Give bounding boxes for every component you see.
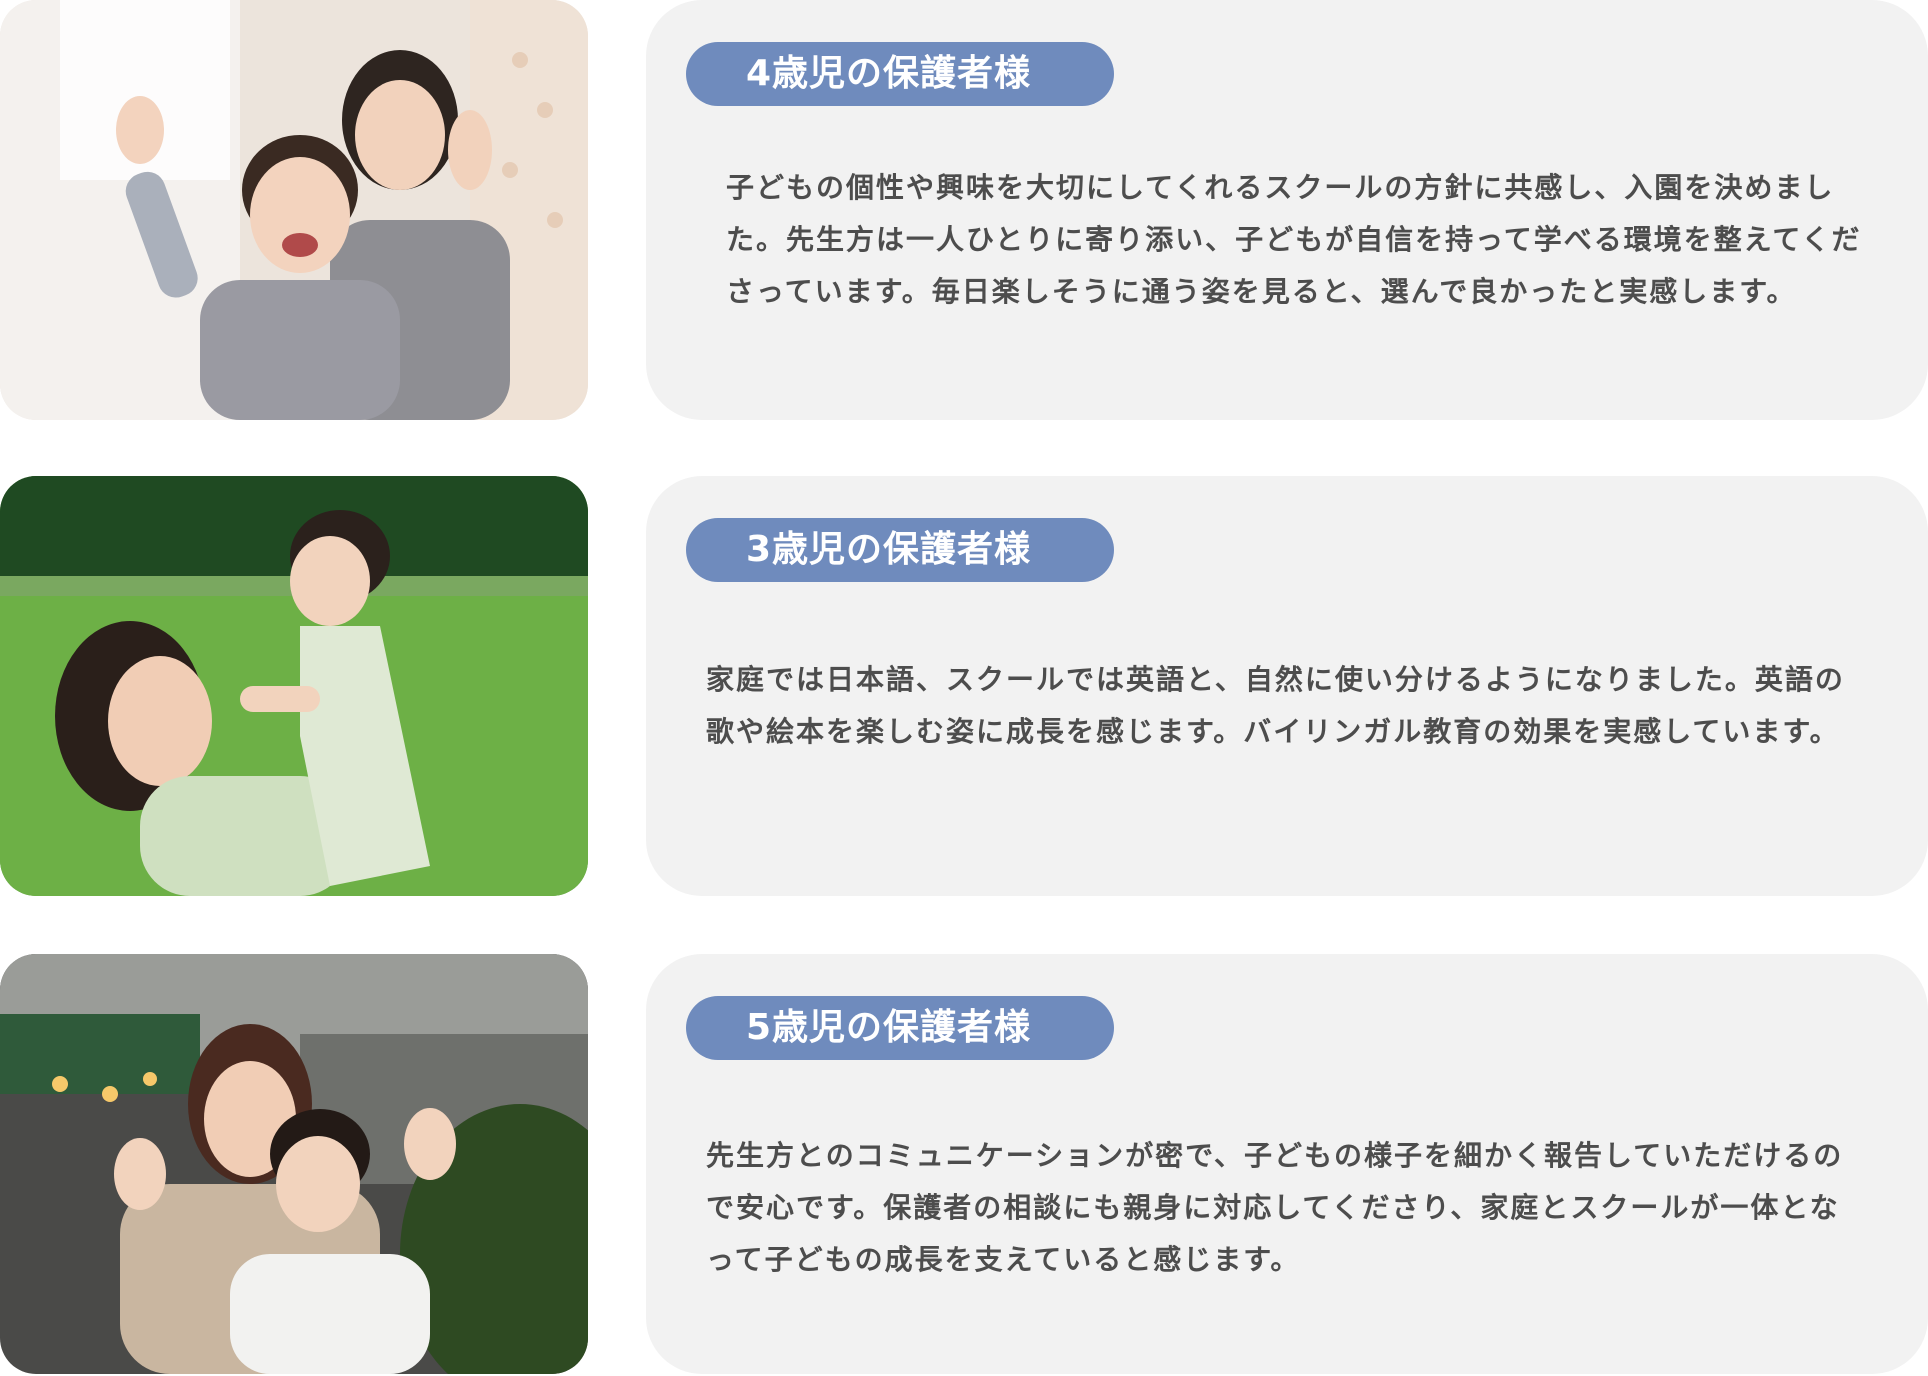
mother-and-child-street-photo [0,954,588,1374]
testimonial-row: 4歳児の保護者様 子どもの個性や興味を大切にしてくれるスクールの方針に共感し、入… [0,0,1928,420]
testimonial-card: 3歳児の保護者様 家庭では日本語、スクールでは英語と、自然に使い分けるようになり… [646,476,1928,896]
testimonial-badge: 3歳児の保護者様 [686,518,1114,582]
testimonial-card: 5歳児の保護者様 先生方とのコミュニケーションが密で、子どもの様子を細かく報告し… [646,954,1928,1374]
testimonial-card: 4歳児の保護者様 子どもの個性や興味を大切にしてくれるスクールの方針に共感し、入… [646,0,1928,420]
testimonial-row: 3歳児の保護者様 家庭では日本語、スクールでは英語と、自然に使い分けるようになり… [0,476,1928,896]
testimonial-text: 先生方とのコミュニケーションが密で、子どもの様子を細かく報告していただけるので安… [706,1139,1844,1276]
testimonial-badge: 4歳児の保護者様 [686,42,1114,106]
testimonial-text: 家庭では日本語、スクールでは英語と、自然に使い分けるようになりました。英語の歌や… [706,663,1845,748]
testimonial-badge: 5歳児の保護者様 [686,996,1114,1060]
testimonial-text: 子どもの個性や興味を大切にしてくれるスクールの方針に共感し、入園を決めました。先… [726,171,1862,308]
testimonial-row: 5歳児の保護者様 先生方とのコミュニケーションが密で、子どもの様子を細かく報告し… [0,954,1928,1374]
mother-lifting-daughter-park-photo [0,476,588,896]
mother-and-son-indoor-photo [0,0,588,420]
